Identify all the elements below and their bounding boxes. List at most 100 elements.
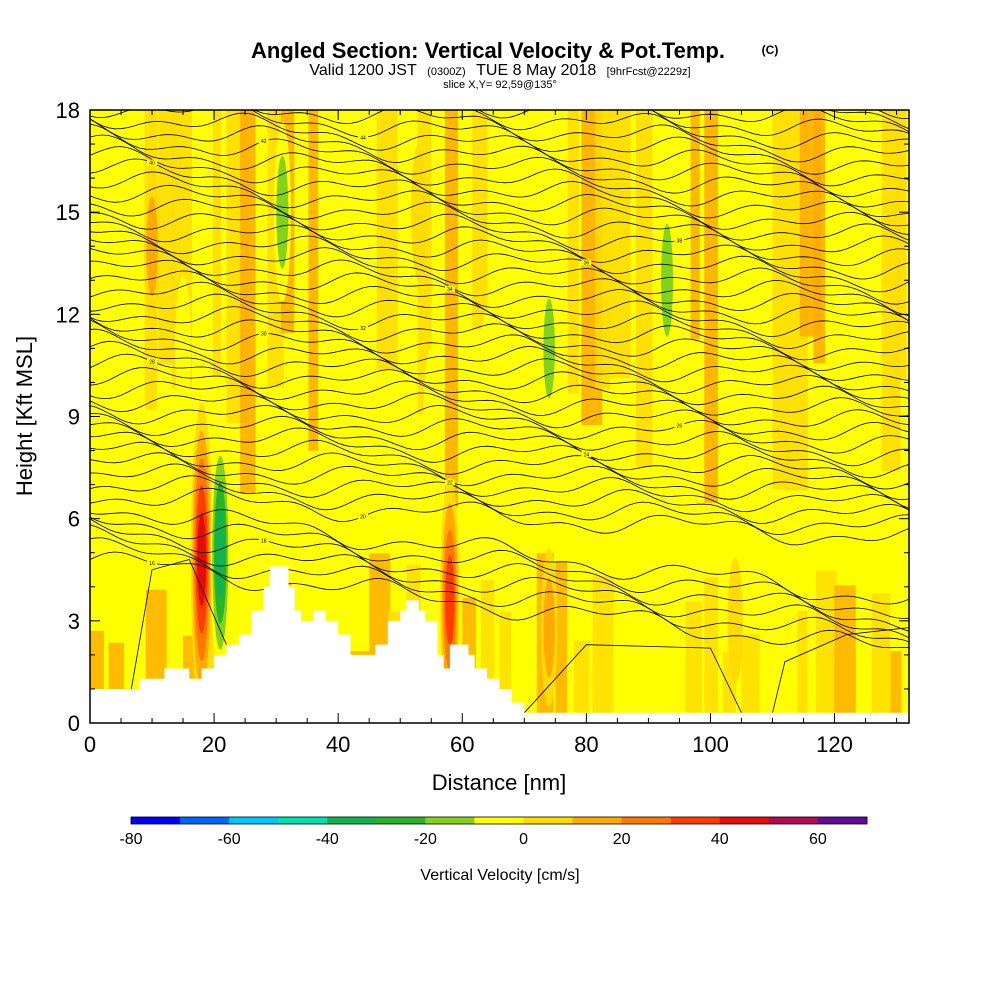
velocity-band	[499, 611, 512, 723]
contour-label-bg	[147, 159, 158, 166]
pot-temp-contour	[90, 118, 909, 198]
contour-label: 40	[149, 161, 155, 167]
colorbar-tick-label: 60	[809, 831, 827, 848]
pot-temp-contour	[90, 509, 909, 605]
colorbar	[130, 816, 868, 825]
pot-temp-contour	[90, 306, 909, 372]
pot-temp-contour	[90, 239, 909, 316]
colorbar-swatch	[131, 817, 181, 824]
velocity-band	[636, 110, 653, 468]
x-tick-label: 100	[692, 732, 729, 757]
velocity-band	[890, 651, 902, 723]
pot-temp-contour	[90, 441, 909, 509]
pot-temp-contour	[90, 328, 909, 400]
subtitle-date: TUE 8 May 2018	[476, 62, 596, 79]
velocity-band	[608, 110, 631, 378]
velocity-band	[704, 110, 719, 503]
contour-label: 22	[447, 481, 453, 487]
pot-temp-contour	[90, 221, 909, 293]
contour-label-bg	[147, 358, 158, 365]
x-tick-label: 0	[84, 732, 96, 757]
subtitle-valid: Valid 1200 JST	[309, 62, 417, 79]
contour-label-bg	[444, 479, 455, 486]
velocity-band	[685, 601, 702, 723]
chart-title: Angled Section: Vertical Velocity & Pot.…	[251, 38, 725, 63]
pot-temp-contour	[90, 212, 909, 280]
contour-label-bg	[258, 138, 269, 145]
pot-temp-contour	[90, 123, 909, 208]
contour-label: 26	[677, 424, 683, 430]
slice-label: slice X,Y= 92,59@135°	[443, 79, 557, 91]
x-tick-label: 80	[574, 732, 598, 757]
colorbar-swatch	[180, 817, 230, 824]
downdraft-cell	[543, 298, 555, 399]
y-tick-label: 12	[56, 302, 80, 327]
colorbar-tick-label: -20	[414, 831, 437, 848]
y-tick-label: 0	[68, 711, 80, 736]
plot-area: 16 18 20 22 24 26 28 30 32 34 36 38 40 42 44	[90, 110, 909, 723]
downdraft-cell	[175, 275, 192, 421]
contour-label-bg	[444, 285, 455, 292]
velocity-band	[444, 110, 459, 508]
pot-temp-contour	[90, 463, 909, 524]
velocity-band	[567, 110, 579, 394]
chart-title-unit: (C)	[762, 43, 779, 57]
pot-temp-contour	[90, 537, 909, 643]
pot-temp-contour	[90, 248, 909, 322]
x-tick-label: 120	[816, 732, 853, 757]
x-axis-label: Distance [nm]	[432, 770, 567, 795]
pot-temp-contour	[772, 627, 909, 713]
subtitle-forecast: [9hrFcst@2229z]	[607, 66, 691, 78]
velocity-band	[834, 585, 856, 723]
contour-label: 18	[261, 538, 267, 544]
contour-label-bg	[147, 559, 158, 566]
pot-temp-contour	[90, 184, 909, 253]
pot-temp-contour	[90, 475, 909, 536]
colorbar-swatch	[278, 817, 328, 824]
velocity-band	[555, 561, 568, 723]
colorbar-swatch	[376, 817, 426, 824]
velocity-cells	[131, 122, 743, 723]
contour-label: 34	[447, 287, 453, 293]
contour-label-bg	[358, 513, 368, 520]
x-axis: 0 20 40 60 80 100 120	[84, 110, 898, 757]
pot-temp-contour	[90, 146, 909, 227]
pot-temp-contour	[90, 367, 909, 427]
colorbar-tick-label: -80	[119, 831, 142, 848]
pot-temp-contour	[90, 487, 909, 546]
pot-temp-contour	[90, 551, 909, 649]
pot-temp-contour	[90, 340, 909, 408]
contour-label: 16	[149, 561, 155, 567]
velocity-band	[797, 611, 808, 723]
velocity-band	[212, 110, 222, 377]
velocity-band	[871, 593, 891, 723]
pot-temp-contour	[126, 559, 227, 713]
contour-label-bg	[258, 330, 269, 337]
x-tick-label: 40	[326, 732, 350, 757]
contour-label: 20	[360, 514, 366, 520]
pot-temp-contour	[90, 452, 909, 513]
velocity-band	[376, 110, 398, 370]
contour-label: 36	[584, 260, 590, 266]
colorbar-frame	[130, 816, 868, 825]
colorbar-swatch	[621, 817, 672, 824]
y-tick-label: 3	[68, 609, 80, 634]
colorbar-tick-label: 40	[711, 831, 729, 848]
pot-temp-contour	[524, 644, 742, 714]
contour-label: 38	[677, 239, 683, 245]
pot-temp-contour-labels: 16 18 20 22 24 26 28 30 32 34 36 38 40 42 44	[147, 134, 685, 567]
pot-temp-contour	[90, 317, 909, 381]
contour-label: 44	[360, 135, 366, 141]
updraft-cell	[727, 557, 743, 685]
pot-temp-contour	[90, 405, 909, 467]
pot-temp-contour	[90, 516, 909, 620]
pot-temp-contours	[90, 110, 909, 714]
subtitle-utc: (0300Z)	[427, 66, 466, 78]
terrain	[90, 566, 909, 723]
contour-label-bg	[581, 451, 592, 458]
velocity-band	[895, 110, 907, 379]
colorbar-swatch	[572, 817, 622, 824]
chart-subtitle: Valid 1200 JST (0300Z) TUE 8 May 2018 [9…	[309, 62, 690, 79]
